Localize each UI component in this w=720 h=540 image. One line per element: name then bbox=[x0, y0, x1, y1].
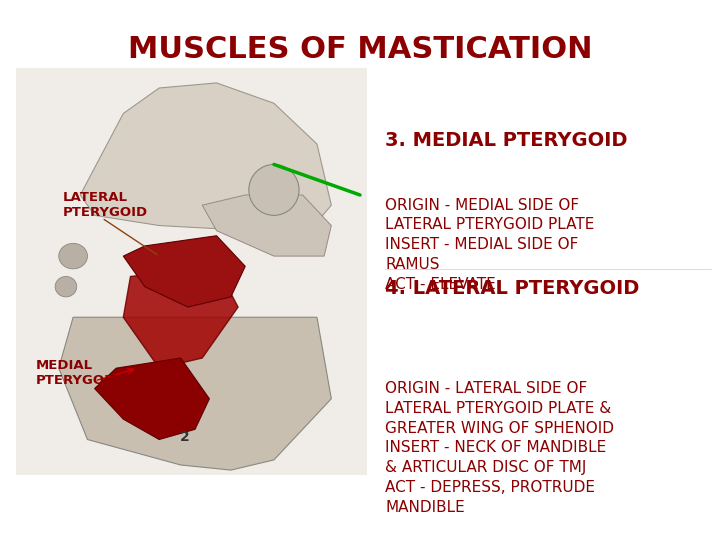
Ellipse shape bbox=[59, 244, 87, 269]
Text: ORIGIN - MEDIAL SIDE OF
LATERAL PTERYGOID PLATE
INSERT - MEDIAL SIDE OF
RAMUS
AC: ORIGIN - MEDIAL SIDE OF LATERAL PTERYGOI… bbox=[385, 198, 595, 292]
Text: 2: 2 bbox=[179, 430, 189, 444]
Ellipse shape bbox=[249, 164, 299, 215]
Polygon shape bbox=[94, 358, 210, 440]
Text: 3. MEDIAL PTERYGOID: 3. MEDIAL PTERYGOID bbox=[385, 131, 628, 150]
Text: LATERAL
PTERYGOID: LATERAL PTERYGOID bbox=[63, 191, 148, 219]
Polygon shape bbox=[202, 195, 331, 256]
Ellipse shape bbox=[55, 276, 77, 297]
Text: MUSCLES OF MASTICATION: MUSCLES OF MASTICATION bbox=[127, 35, 593, 64]
Text: MEDIAL
PTERYGOID: MEDIAL PTERYGOID bbox=[36, 359, 121, 387]
Polygon shape bbox=[123, 236, 246, 307]
Polygon shape bbox=[59, 317, 331, 470]
Text: 4. LATERAL PTERYGOID: 4. LATERAL PTERYGOID bbox=[385, 279, 639, 298]
Polygon shape bbox=[81, 83, 331, 231]
FancyBboxPatch shape bbox=[16, 68, 367, 475]
Text: ORIGIN - LATERAL SIDE OF
LATERAL PTERYGOID PLATE &
GREATER WING OF SPHENOID
INSE: ORIGIN - LATERAL SIDE OF LATERAL PTERYGO… bbox=[385, 381, 614, 515]
Polygon shape bbox=[123, 266, 238, 368]
